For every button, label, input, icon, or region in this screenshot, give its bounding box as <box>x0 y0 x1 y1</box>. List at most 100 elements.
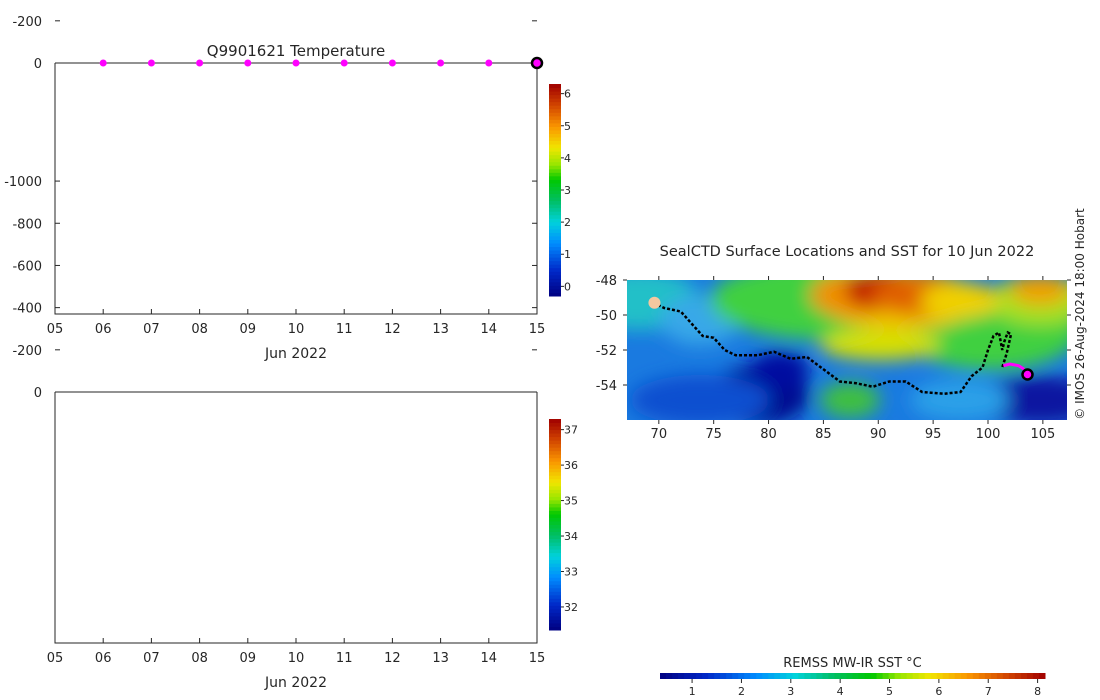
colorbar-segment <box>549 482 561 487</box>
colorbar-segment <box>549 471 561 476</box>
sst-colorbar-segment <box>726 673 733 679</box>
sst-colorbar-label: REMSS MW-IR SST °C <box>783 656 922 671</box>
colorbar-segment <box>549 457 561 462</box>
sst-colorbar-segment <box>702 673 709 679</box>
colorbar-segment <box>549 285 561 290</box>
colorbar-segment <box>549 274 561 279</box>
colorbar-segment <box>549 91 561 96</box>
x-tick-label: 70 <box>651 427 668 442</box>
colorbar-segment <box>549 608 561 613</box>
colorbar-segment <box>549 542 561 547</box>
colorbar-segment <box>549 218 561 223</box>
sst-colorbar-segment <box>786 673 793 679</box>
x-tick-label: 14 <box>481 322 498 337</box>
colorbar-segment <box>549 510 561 515</box>
x-tick-label: 95 <box>925 427 942 442</box>
colorbar-segment <box>549 108 561 113</box>
colorbar-segment <box>549 433 561 438</box>
sst-colorbar-segment <box>696 673 703 679</box>
y-tick-label: -200 <box>12 344 42 359</box>
current-profile-marker <box>530 56 544 70</box>
colorbar-segment <box>549 288 561 293</box>
sst-colorbar-segment <box>864 673 872 679</box>
x-tick-label: 12 <box>384 322 401 337</box>
colorbar-tick-label: 36 <box>564 459 578 472</box>
sst-colorbar-segment <box>954 673 962 679</box>
colorbar-segment <box>549 478 561 483</box>
y-tick-label: -600 <box>12 259 42 274</box>
y-tick-label: 0 <box>34 57 42 72</box>
colorbar-segment <box>549 119 561 124</box>
colorbar-segment <box>549 566 561 571</box>
sst-colorbar-segment <box>714 673 721 679</box>
sst-colorbar-segment <box>738 673 745 679</box>
colorbar-segment <box>549 422 561 427</box>
colorbar-segment <box>549 154 561 159</box>
x-tick-label: 09 <box>240 322 257 337</box>
sst-colorbar-segment <box>1014 673 1022 679</box>
sst-colorbar-segment <box>924 673 932 679</box>
y-tick-label: -400 <box>12 302 42 317</box>
sst-colorbar-segment <box>822 673 829 679</box>
colorbar-segment <box>549 133 561 138</box>
sst-colorbar-segment <box>930 673 938 679</box>
colorbar-segment <box>549 461 561 466</box>
surface-marker <box>292 59 300 67</box>
colorbar-segment <box>549 214 561 219</box>
sst-colorbar-segment <box>666 673 673 679</box>
colorbar-segment <box>549 601 561 606</box>
chart-title: Q9901621 Temperature <box>207 42 385 60</box>
colorbar-segment <box>549 271 561 276</box>
sst-colorbar-tick-label: 3 <box>787 685 794 698</box>
sst-colorbar-segment <box>792 673 799 679</box>
colorbar-segment <box>549 454 561 459</box>
colorbar-tick-label: 4 <box>564 152 571 165</box>
surface-marker <box>340 59 348 67</box>
colorbar-segment <box>549 605 561 610</box>
sst-blob <box>630 375 770 420</box>
x-tick-label: 11 <box>336 322 353 337</box>
colorbar-segment <box>549 559 561 564</box>
sst-colorbar-segment <box>804 673 811 679</box>
colorbar-segment <box>549 496 561 501</box>
x-tick-label: 09 <box>240 651 257 666</box>
y-tick-label: -48 <box>596 274 617 289</box>
colorbar-tick-label: 3 <box>564 184 571 197</box>
colorbar-segment <box>549 626 561 631</box>
colorbar-segment <box>549 524 561 529</box>
surface-marker <box>388 59 396 67</box>
colorbar-tick-label: 33 <box>564 565 578 578</box>
axes-frame <box>54 63 538 315</box>
colorbar-segment <box>549 531 561 536</box>
colorbar-segment <box>549 492 561 497</box>
sst-colorbar-segment <box>1020 673 1028 679</box>
colorbar-segment <box>549 475 561 480</box>
colorbar-segment <box>549 147 561 152</box>
colorbar-segment <box>549 221 561 226</box>
sst-colorbar-segment <box>978 673 986 679</box>
colorbar-tick-label: 6 <box>564 88 571 101</box>
colorbar-segment <box>549 253 561 258</box>
sst-colorbar-segment <box>780 673 787 679</box>
x-tick-label: 80 <box>760 427 777 442</box>
y-tick-label: -50 <box>596 309 617 324</box>
sst-colorbar-segment <box>936 673 944 679</box>
sst-colorbar-segment <box>846 673 853 679</box>
colorbar-segment <box>549 281 561 286</box>
sst-colorbar-segment <box>852 673 860 679</box>
sst-colorbar-segment <box>768 673 775 679</box>
sst-colorbar-segment <box>888 673 896 679</box>
colorbar-tick-label: 37 <box>564 424 578 437</box>
colorbar-segment <box>549 246 561 251</box>
current-position-marker <box>1021 368 1034 381</box>
sst-colorbar-segment <box>750 673 757 679</box>
colorbar-segment <box>549 140 561 145</box>
sst-colorbar-segment <box>972 673 980 679</box>
colorbar-tick-label: 34 <box>564 530 578 543</box>
colorbar-segment <box>549 278 561 283</box>
sst-colorbar-segment <box>876 673 884 679</box>
colorbar-segment <box>549 243 561 248</box>
sst-colorbar-segment <box>840 673 847 679</box>
